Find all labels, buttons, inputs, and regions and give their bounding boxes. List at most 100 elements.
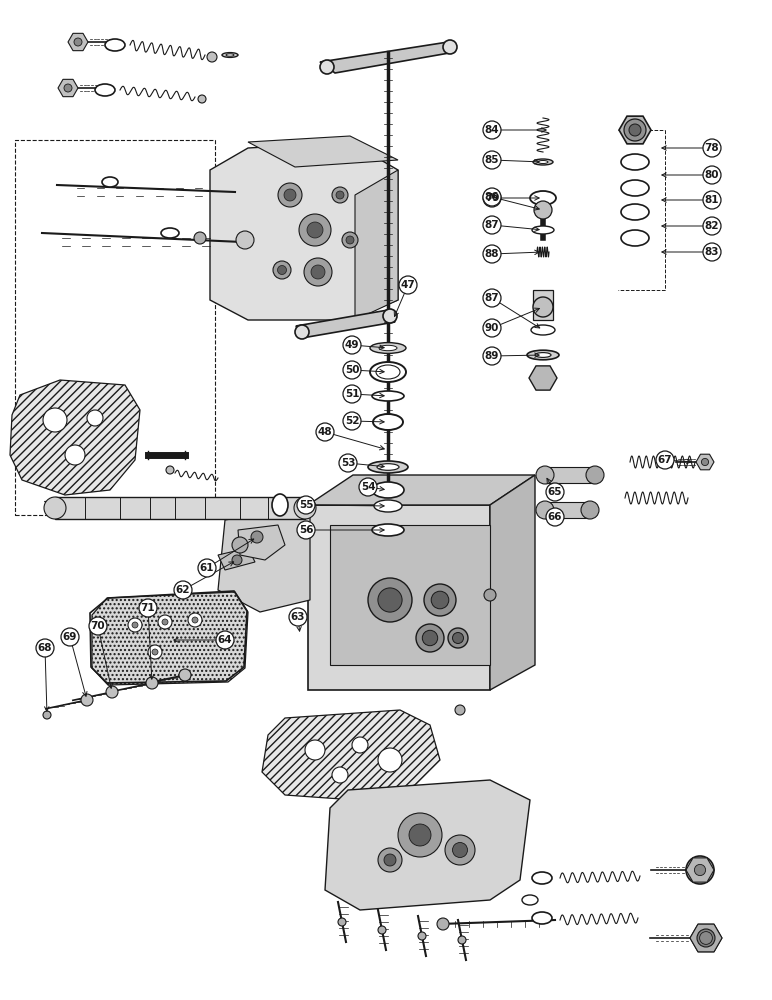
Ellipse shape: [530, 191, 556, 205]
Circle shape: [378, 748, 402, 772]
Ellipse shape: [370, 362, 406, 382]
Circle shape: [61, 628, 79, 646]
Ellipse shape: [372, 482, 404, 498]
Circle shape: [74, 38, 82, 46]
Text: 63: 63: [291, 612, 305, 622]
Ellipse shape: [368, 461, 408, 473]
Text: 80: 80: [705, 170, 720, 180]
Circle shape: [422, 630, 438, 646]
Circle shape: [89, 617, 107, 635]
Circle shape: [656, 451, 674, 469]
Ellipse shape: [379, 345, 397, 351]
Circle shape: [289, 608, 307, 626]
Circle shape: [336, 191, 344, 199]
Circle shape: [284, 189, 296, 201]
Circle shape: [278, 183, 302, 207]
Circle shape: [338, 918, 346, 926]
Circle shape: [694, 864, 706, 876]
Circle shape: [339, 454, 357, 472]
Circle shape: [378, 848, 402, 872]
Text: 47: 47: [401, 280, 415, 290]
Polygon shape: [248, 136, 398, 167]
Text: 89: 89: [485, 351, 499, 361]
Polygon shape: [68, 33, 88, 51]
Text: 71: 71: [141, 603, 155, 613]
Text: 79: 79: [485, 193, 499, 203]
Circle shape: [198, 95, 206, 103]
Text: 51: 51: [345, 389, 359, 399]
Circle shape: [452, 633, 463, 644]
Ellipse shape: [621, 154, 649, 170]
Circle shape: [316, 423, 334, 441]
Circle shape: [629, 124, 641, 136]
Circle shape: [699, 932, 713, 944]
Ellipse shape: [102, 177, 118, 187]
Circle shape: [65, 445, 85, 465]
Circle shape: [703, 191, 721, 209]
Circle shape: [148, 645, 162, 659]
Circle shape: [343, 385, 361, 403]
Circle shape: [299, 214, 331, 246]
Ellipse shape: [533, 159, 553, 165]
Circle shape: [483, 151, 501, 169]
Circle shape: [536, 466, 554, 484]
Circle shape: [586, 466, 604, 484]
Polygon shape: [545, 502, 590, 518]
Circle shape: [346, 236, 354, 244]
Circle shape: [158, 615, 172, 629]
Polygon shape: [533, 290, 553, 320]
Circle shape: [483, 245, 501, 263]
Ellipse shape: [377, 464, 399, 470]
Circle shape: [443, 40, 457, 54]
Circle shape: [216, 631, 234, 649]
Text: 84: 84: [485, 125, 499, 135]
Polygon shape: [296, 310, 395, 338]
Polygon shape: [545, 467, 595, 483]
Text: 86: 86: [485, 192, 499, 202]
Ellipse shape: [226, 54, 234, 56]
Circle shape: [320, 60, 334, 74]
Circle shape: [458, 936, 466, 944]
Circle shape: [305, 740, 325, 760]
Polygon shape: [686, 858, 714, 882]
Text: 56: 56: [299, 525, 313, 535]
Circle shape: [343, 361, 361, 379]
Circle shape: [546, 508, 564, 526]
Text: 69: 69: [63, 632, 77, 642]
Ellipse shape: [372, 391, 404, 401]
Text: 85: 85: [485, 155, 499, 165]
Circle shape: [44, 497, 66, 519]
Polygon shape: [355, 170, 398, 320]
Polygon shape: [490, 475, 535, 690]
Polygon shape: [529, 366, 557, 390]
Circle shape: [686, 856, 714, 884]
Circle shape: [483, 289, 501, 307]
Circle shape: [198, 559, 216, 577]
Polygon shape: [696, 454, 714, 470]
Circle shape: [546, 483, 564, 501]
Circle shape: [64, 84, 72, 92]
Ellipse shape: [370, 343, 406, 353]
Circle shape: [132, 622, 138, 628]
Text: 48: 48: [318, 427, 332, 437]
Circle shape: [445, 835, 475, 865]
Text: 66: 66: [548, 512, 562, 522]
Ellipse shape: [532, 872, 552, 884]
Circle shape: [368, 578, 412, 622]
Circle shape: [416, 624, 444, 652]
Circle shape: [311, 265, 325, 279]
Circle shape: [307, 222, 323, 238]
Ellipse shape: [105, 39, 125, 51]
Circle shape: [424, 584, 456, 616]
Ellipse shape: [161, 228, 179, 238]
Bar: [15, 140, 215, 515]
Circle shape: [702, 458, 709, 466]
Text: 82: 82: [705, 221, 720, 231]
Circle shape: [437, 918, 449, 930]
Circle shape: [294, 497, 316, 519]
Polygon shape: [238, 525, 285, 560]
Circle shape: [106, 686, 118, 698]
Circle shape: [359, 478, 377, 496]
Circle shape: [192, 617, 198, 623]
Circle shape: [43, 408, 67, 432]
